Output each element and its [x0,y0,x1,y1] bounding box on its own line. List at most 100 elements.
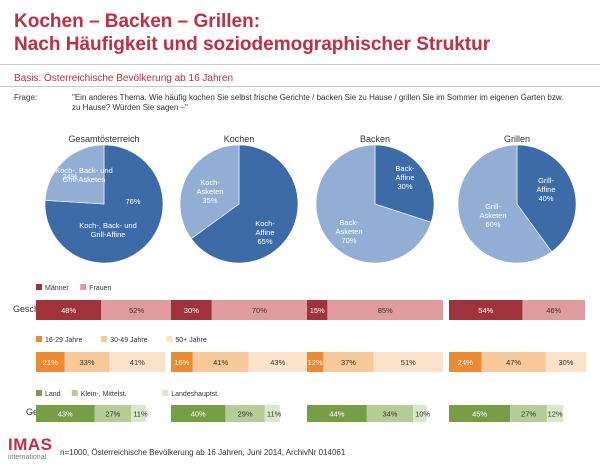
bar-segment [307,352,324,372]
question-text: "Ein anderes Thema. Wie häufig kochen Si… [72,93,564,112]
bar-value-label: 15% [310,306,325,315]
bar-segment [546,405,564,422]
bar-segment [171,352,193,372]
pie-chart-3 [457,144,577,264]
bar-segment [510,405,547,422]
pie-slice-label: Koch-, Back- und [79,221,137,230]
legend-label: Klein-, Mittelst. [81,391,127,398]
pie-value-label: 30% [397,182,412,191]
pie-value-label: 24% [62,172,77,181]
bar-segment [307,300,328,320]
bar-group-0 [36,352,166,372]
bar-value-label: 45% [472,410,487,419]
bar-value-label: 29% [238,410,253,419]
bar-value-label: 11% [133,410,148,419]
pie-chart-2 [315,144,435,264]
bar-segment [131,405,147,422]
pie-title-1: Kochen [224,134,255,144]
pie-slice-label: Asketen [335,227,362,236]
bar-segment [101,300,172,320]
title-line-1: Kochen – Backen – Grillen: [14,11,261,32]
pie-slice [374,144,435,223]
bar-value-label: 48% [61,306,76,315]
bar-segment [449,352,482,372]
logo-subtext: international [8,454,47,461]
bar-group-0 [36,405,147,422]
legend-swatch [36,284,42,290]
bar-value-label: 30% [558,358,573,367]
bar-segment [109,352,166,372]
legend-label: Männer [45,285,69,292]
pie-slice [190,144,299,264]
source-note: n=1000, Österreichische Bevölkerung ab 1… [60,448,346,457]
bar-group-3 [449,405,564,422]
pie-slice-label: Grill- [485,202,501,211]
legend-label: 30-49 Jahre [110,337,147,344]
pie-slice-label: Grill-Asketen [63,175,106,184]
legend-swatch [80,284,87,290]
bar-value-label: 27% [521,410,536,419]
bar-segment [36,352,65,372]
pie-slice-label: Koch-, Back- und [55,166,113,175]
legend-label: Land [45,391,61,398]
bar-value-label: 16% [174,358,189,367]
bar-segment [449,405,511,422]
bar-value-label: 21% [43,358,58,367]
legend-swatch [71,390,78,396]
bar-segment [211,300,307,320]
bar-value-label: 34% [382,410,397,419]
bar-value-label: 37% [341,358,356,367]
pie-slice-label: Asketen [196,187,223,196]
pie-value-label: 70% [341,236,356,245]
pie-slice-label: Back- [395,164,415,173]
bar-segment [327,300,443,320]
legend-label: Landeshauptst. [171,391,219,398]
pie-chart-0 [44,144,164,264]
pie-value-label: 65% [257,237,272,246]
bar-segment [36,405,95,422]
bar-segment [413,405,427,422]
bar-segment [94,405,132,422]
bar-value-label: 46% [546,306,561,315]
legend-swatch [101,336,108,342]
bar-segment [264,405,280,422]
bar-group-3 [449,352,587,372]
legend-swatch [162,390,169,396]
bar-value-label: 43% [58,410,73,419]
bar-value-label: 24% [458,358,473,367]
pie-title-0: Gesamtösterreich [68,134,139,144]
pie-title-3: Grillen [504,134,530,144]
bar-value-label: 12% [308,358,323,367]
bar-segment [522,300,585,320]
bar-value-label: 70% [252,306,267,315]
bar-value-label: 11% [267,410,282,419]
bar-value-label: 44% [329,410,344,419]
basis-text: Basis: Österreichische Bevölkerung ab 16… [14,73,234,84]
bar-value-label: 43% [270,358,285,367]
bar-group-1 [171,352,307,372]
imas-logo: IMAS international [8,436,53,461]
pie-slice-label: Affine [395,173,414,182]
bar-group-1 [171,300,307,320]
bar-value-label: 10% [415,410,430,419]
row-label-geschlecht: Geschlecht [13,304,59,314]
bar-value-label: 30% [184,306,199,315]
bar-segment [323,352,374,372]
pie-title-2: Backen [360,134,390,144]
pie-slice [315,144,432,264]
bar-segment [225,405,265,422]
bar-segment [373,352,443,372]
pie-slice-label: Affine [536,185,555,194]
pie-slice [457,144,553,264]
legend-label: 16-29 Jahre [45,337,82,344]
pie-slice-label: Back- [339,218,359,227]
logo-wordmark: IMAS [8,435,53,454]
legend-swatch [166,336,173,342]
basis-divider [0,86,600,87]
pie-value-label: 60% [485,220,500,229]
pie-value-label: 76% [125,197,140,206]
bar-segment [481,352,546,372]
legend-swatch [36,336,42,342]
bar-segment [545,352,587,372]
